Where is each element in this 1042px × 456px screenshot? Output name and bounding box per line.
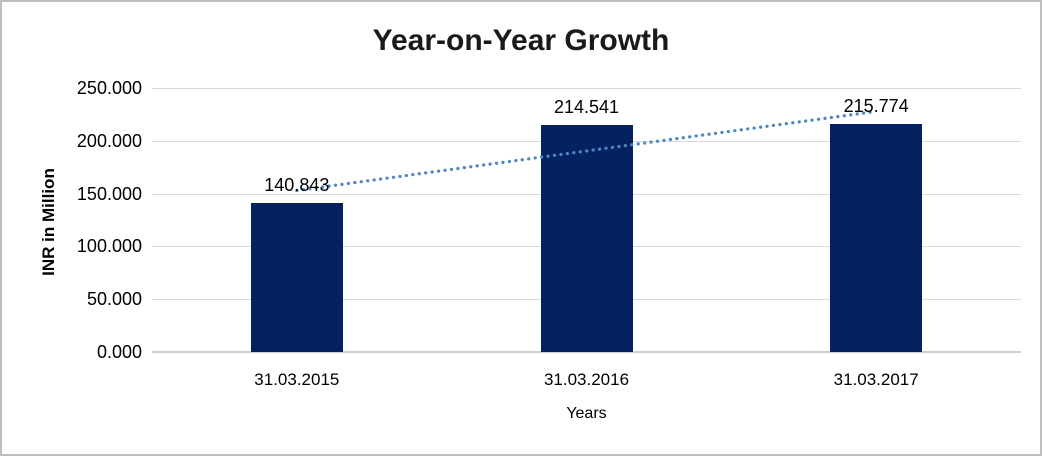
x-axis-title: Years [566,405,607,422]
bar-data-label: 214.541 [553,97,620,118]
y-tick-label: 100.000 [76,236,142,257]
y-tick-label: 250.000 [76,78,142,98]
chart-title: Year-on-Year Growth [372,24,670,57]
bar [540,125,633,352]
x-axis-line [152,351,1021,353]
y-tick-label: 150.000 [76,183,142,204]
y-tick-label: 50.000 [86,289,142,310]
y-tick-label: 200.000 [76,130,142,151]
gridline [152,88,1021,89]
x-tick-label: 31.03.2015 [254,370,340,389]
x-tick-label: 31.03.2016 [543,370,630,389]
x-tick-label: 31.03.2017 [833,370,919,389]
y-tick-label: 0.000 [96,342,142,362]
bar-data-label: 140.843 [264,175,330,196]
bar [830,124,923,352]
bar-data-label: 215.774 [843,96,909,117]
bar [250,203,343,352]
